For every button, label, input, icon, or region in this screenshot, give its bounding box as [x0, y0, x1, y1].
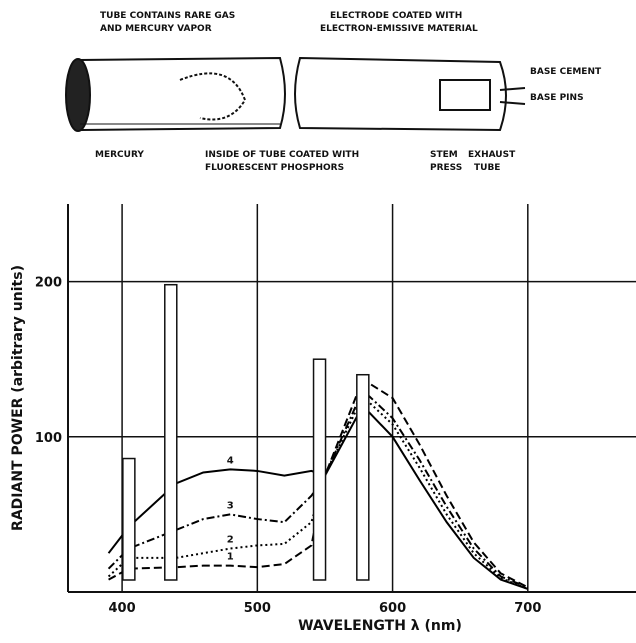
diagram-label: BASE CEMENT [530, 67, 602, 77]
diagram-label: MERCURY [95, 150, 144, 160]
diagram-label: PRESS [430, 163, 462, 173]
mercury-line [122, 457, 136, 581]
mercury-line [312, 358, 327, 581]
y-tick-label: 200 [35, 276, 62, 291]
tube-diagram [65, 56, 526, 132]
x-tick-label: 700 [514, 601, 541, 616]
series-label: 1 [227, 552, 234, 563]
diagram-label: FLUORESCENT PHOSPHORS [205, 163, 344, 173]
diagram-label: BASE PINS [530, 93, 584, 103]
diagram-label: AND MERCURY VAPOR [100, 24, 212, 34]
y-tick-label: 100 [35, 431, 62, 446]
mercury-line [356, 373, 370, 581]
diagram-label: INSIDE OF TUBE COATED WITH [205, 150, 359, 160]
mercury-line [164, 283, 178, 581]
diagram-label: ELECTRON-EMISSIVE MATERIAL [320, 24, 478, 34]
diagram-label: EXHAUST [468, 150, 516, 160]
series-label: 4 [227, 455, 234, 466]
x-tick-label: 600 [379, 601, 406, 616]
diagram-label: STEM [430, 150, 458, 160]
diagram-label: ELECTRODE COATED WITH [330, 11, 462, 21]
diagram-label: TUBE [474, 163, 500, 173]
x-tick-label: 400 [109, 601, 136, 616]
series-label: 3 [227, 500, 234, 511]
series-label: 2 [227, 535, 234, 546]
y-axis-label: RADIANT POWER (arbitrary units) [10, 265, 26, 531]
x-axis-label: WAVELENGTH λ (nm) [298, 618, 462, 634]
x-tick-label: 500 [244, 601, 271, 616]
diagram-labels: TUBE CONTAINS RARE GAS AND MERCURY VAPOR… [95, 11, 602, 173]
diagram-label: TUBE CONTAINS RARE GAS [100, 11, 235, 21]
